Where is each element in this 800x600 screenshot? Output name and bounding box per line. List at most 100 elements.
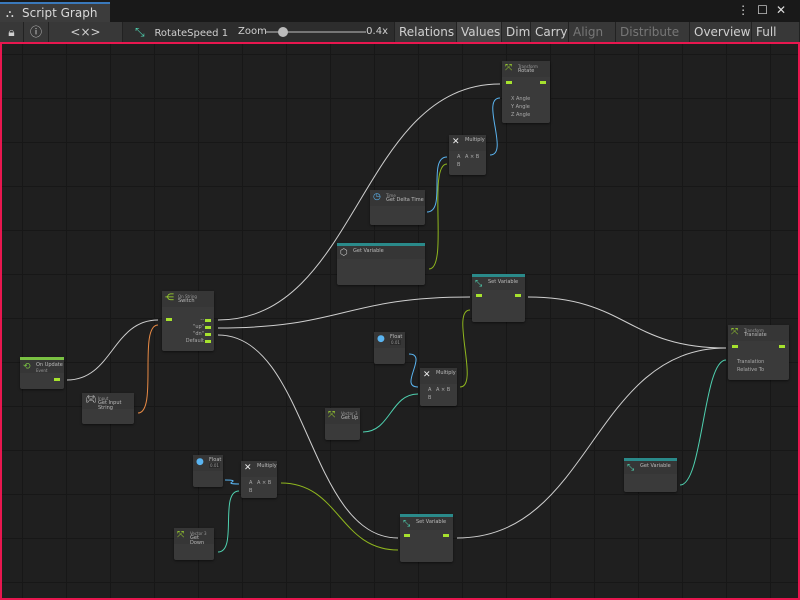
flow-in-port[interactable] — [404, 534, 410, 537]
flow-in-port[interactable] — [166, 318, 172, 321]
float-value-field[interactable]: 0.01 — [209, 463, 220, 468]
flow-out-port[interactable] — [205, 326, 211, 329]
port-a-label: A — [249, 480, 253, 486]
port-label: Y Angle — [511, 104, 530, 110]
node-translate[interactable]: ⤧ Transform Translate Translation Relative T… — [728, 325, 789, 380]
node-icon: ● — [196, 457, 204, 467]
flow-out-port[interactable] — [54, 378, 60, 381]
node-icon: ⤧ — [731, 327, 739, 337]
flow-in-port[interactable] — [476, 294, 482, 297]
node-header: ⟲ On Update Event — [20, 357, 64, 373]
port-label: -- — [200, 317, 204, 323]
port-out-label: A × B — [465, 154, 480, 160]
node-title: Switch — [178, 298, 195, 304]
node-subtitle: Vector 3 — [341, 411, 358, 416]
zoom-slider[interactable] — [266, 27, 366, 37]
node-title: On Update — [36, 362, 63, 368]
node-title: Multiply — [257, 463, 277, 469]
tab-bar: ⛬ Script Graph ⋮☐✕ — [0, 0, 800, 22]
toolbar-button-fullscre[interactable]: Full Scre — [752, 22, 800, 59]
lock-button[interactable]: 🔒︎ — [0, 22, 24, 42]
flow-out-port[interactable] — [205, 319, 211, 322]
graph-icon: ⤡ — [135, 25, 145, 39]
toolbar-button-dim[interactable]: Dim — [502, 22, 531, 42]
flow-out-port[interactable] — [515, 294, 521, 297]
flow-out-port[interactable] — [443, 534, 449, 537]
lock-icon: 🔒︎ — [8, 25, 15, 39]
node-icon: ⤧ — [177, 530, 185, 540]
node-title: Multiply — [436, 370, 456, 376]
float-value-field[interactable]: 0.01 — [390, 340, 401, 345]
graph-name: RotateSpeed 1 — [154, 28, 229, 39]
node-title: Translate — [744, 332, 767, 338]
node-get-up[interactable]: ⤧ Vector 3 Get Up — [325, 408, 360, 440]
node-subtitle: Vector 3 — [190, 531, 207, 536]
flow-out-port[interactable] — [205, 340, 211, 343]
node-subtitle: Event — [36, 368, 48, 373]
node-multiply3[interactable]: ✕ Multiply A A × B B — [241, 461, 277, 498]
node-title: Float — [209, 457, 222, 463]
zoom-value: 0.4x — [366, 26, 388, 37]
node-title: Get Up — [341, 415, 359, 421]
toolbar-button-relations[interactable]: Relations — [395, 22, 457, 42]
node-set-var1[interactable]: ⤡ Set Variable — [472, 274, 525, 322]
zoom-slider-thumb[interactable] — [278, 27, 288, 37]
node-multiply1[interactable]: ✕ Multiply A A × B B — [449, 135, 486, 175]
node-icon: ⤧ — [328, 410, 336, 420]
node-title: Rotate — [518, 68, 535, 74]
node-title: Get Down — [190, 535, 205, 546]
node-on-update[interactable]: ⟲ On Update Event — [20, 357, 64, 389]
toolbar-button-distribute[interactable]: Distribute ▾ — [616, 22, 690, 59]
node-title: Get Delta Time — [386, 197, 424, 203]
node-get-down[interactable]: ⤧ Vector 3 Get Down — [174, 528, 214, 560]
tab-script-graph[interactable]: ⛬ Script Graph — [0, 2, 110, 22]
node-header: ◷ Time Get Delta Time — [370, 190, 425, 206]
node-float1[interactable]: ● Float 0.01 — [374, 332, 405, 364]
flow-in-port[interactable] — [506, 81, 512, 84]
node-title: Get Variable — [353, 248, 384, 254]
flow-out-port[interactable] — [540, 81, 546, 84]
node-multiply2[interactable]: ✕ Multiply A A × B B — [420, 368, 457, 406]
node-title: Multiply — [465, 137, 485, 143]
flow-out-port[interactable] — [779, 345, 785, 348]
node-header: ⤡ Get Variable — [624, 458, 677, 474]
toolbar-button-align[interactable]: Align ▾ — [569, 22, 616, 59]
info-icon: ⓘ — [29, 25, 42, 39]
node-title: Float — [390, 334, 403, 340]
node-time[interactable]: ◷ Time Get Delta Time — [370, 190, 425, 225]
node-header: ⤡ Set Variable — [400, 514, 453, 530]
maximize-icon[interactable]: ☐ — [757, 3, 776, 17]
hierarchy-icon: ⛬ — [6, 7, 14, 20]
close-icon[interactable]: ✕ — [775, 3, 794, 17]
node-title: Set Variable — [488, 279, 519, 285]
port-out-label: A × B — [436, 387, 451, 393]
port-label: Translation — [737, 359, 765, 365]
node-icon: 🎮︎ — [85, 395, 97, 405]
info-button[interactable]: ⓘ — [24, 22, 49, 42]
node-header: 🎮︎ Input Get Input String — [82, 393, 134, 411]
flow-in-port[interactable] — [732, 345, 738, 348]
toolbar-button-carry[interactable]: Carry — [531, 22, 569, 42]
node-float2[interactable]: ● Float 0.01 — [193, 455, 223, 487]
kebab-icon[interactable]: ⋮ — [737, 3, 758, 17]
port-label: "dn" — [193, 331, 204, 337]
port-b-label: B — [457, 162, 461, 168]
zoom-label: Zoom — [238, 26, 267, 37]
port-label: Z Angle — [511, 112, 531, 118]
node-header: ⤡ Set Variable — [472, 274, 525, 290]
node-get-var2[interactable]: ⤡ Get Variable — [624, 458, 677, 492]
embed-button[interactable]: <×> — [49, 22, 123, 42]
toolbar-button-values[interactable]: Values — [457, 22, 502, 42]
node-icon: ✕ — [244, 463, 252, 473]
node-rotate[interactable]: ⤧ Transform Rotate X Angle Y Angle Z Angle — [502, 61, 550, 123]
node-icon: ⤡ — [475, 279, 483, 289]
toolbar-button-overview[interactable]: Overview — [690, 22, 752, 42]
node-subtitle: Transform — [744, 328, 764, 333]
flow-out-port[interactable] — [205, 333, 211, 336]
node-get-input[interactable]: 🎮︎ Input Get Input String — [82, 393, 134, 424]
node-switch[interactable]: ⋲ On String Switch -- "up" "dn" Default — [162, 291, 214, 351]
port-b-label: B — [428, 395, 432, 401]
node-get-var1[interactable]: ⬡ Get Variable — [337, 243, 425, 285]
node-icon: ◷ — [373, 192, 381, 202]
node-set-var2[interactable]: ⤡ Set Variable — [400, 514, 453, 562]
